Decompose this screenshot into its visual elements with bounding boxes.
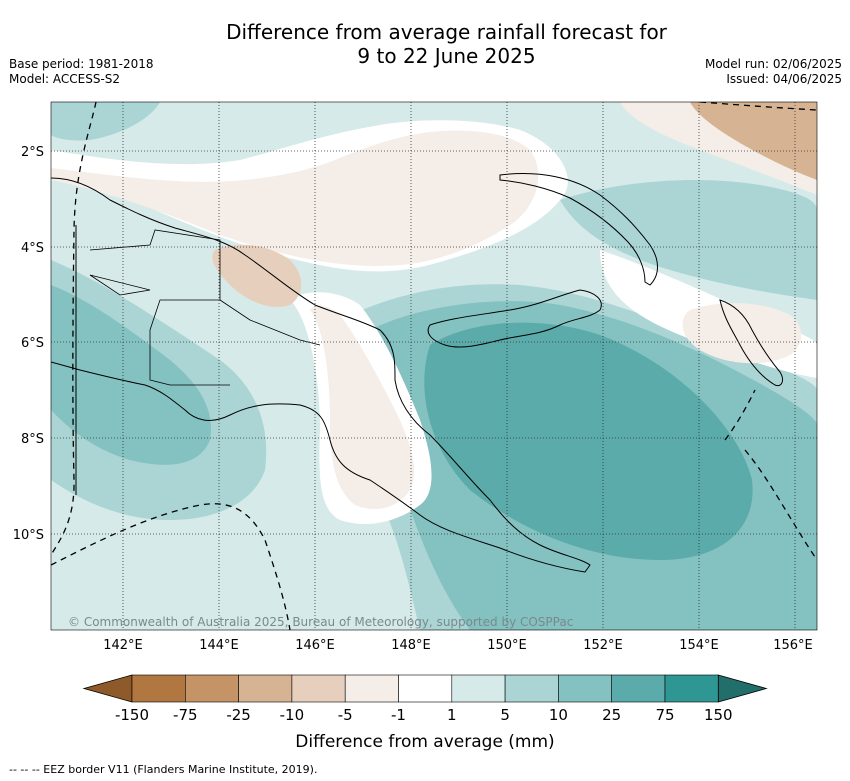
new-guinea-coastline bbox=[51, 177, 591, 573]
colorbar-extend-high bbox=[717, 674, 768, 703]
colorbar-segment bbox=[611, 674, 666, 703]
meta-left: Base period: 1981-2018 Model: ACCESS-S2 bbox=[9, 57, 154, 87]
contour-drier-northeast bbox=[690, 102, 817, 180]
colorbar-segment bbox=[451, 674, 506, 703]
colorbar-tick-label: 25 bbox=[602, 706, 621, 724]
colorbar-segment bbox=[398, 674, 453, 703]
title-line-2: 9 to 22 June 2025 bbox=[357, 44, 536, 68]
copyright-notice: © Commonwealth of Australia 2025, Bureau… bbox=[68, 615, 573, 629]
colorbar-segment bbox=[558, 674, 613, 703]
contour-dry-south bbox=[310, 305, 415, 510]
lon-label-148e: 148°E bbox=[391, 638, 431, 653]
eez-border-southwest bbox=[51, 503, 291, 630]
graticule bbox=[51, 102, 817, 630]
lat-label-6s: 6°S bbox=[21, 336, 44, 351]
lon-label-144e: 144°E bbox=[199, 638, 239, 653]
colorbar-tick-label: -1 bbox=[391, 706, 406, 724]
colorbar-segment bbox=[664, 674, 719, 703]
lon-label-146e: 146°E bbox=[295, 638, 335, 653]
colorbar-extend-low bbox=[82, 674, 133, 703]
contour-5-10-north bbox=[51, 102, 160, 141]
colorbar-tick-label: -10 bbox=[280, 706, 305, 724]
map-area bbox=[51, 102, 817, 630]
contour-dry-north bbox=[51, 130, 539, 266]
contour-5-10-northeast bbox=[560, 180, 817, 300]
colorbar-tick-label: 150 bbox=[704, 706, 733, 724]
issued-date: Issued: 04/06/2025 bbox=[726, 72, 842, 86]
eez-border-west bbox=[51, 102, 97, 556]
colorbar-tick-label: -75 bbox=[173, 706, 198, 724]
eez-border-northeast bbox=[699, 102, 817, 111]
colorbar-tick-label: -5 bbox=[338, 706, 353, 724]
bougainville-coastline bbox=[719, 299, 783, 387]
colorbar-segment bbox=[344, 674, 399, 703]
meta-right: Model run: 02/06/2025 Issued: 04/06/2025 bbox=[705, 57, 842, 87]
contour-dry-east bbox=[682, 303, 802, 364]
province-borders bbox=[89, 229, 321, 386]
lon-label-154e: 154°E bbox=[679, 638, 719, 653]
eez-legend: -- -- -- EEZ border V11 (Flanders Marine… bbox=[9, 763, 318, 776]
lon-label-150e: 150°E bbox=[487, 638, 527, 653]
colorbar: -150 -75 -25 -10 -5 -1 1 5 10 25 75 150 bbox=[82, 674, 768, 724]
lat-label-10s: 10°S bbox=[13, 528, 44, 543]
title-line-1: Difference from average rainfall forecas… bbox=[226, 20, 667, 44]
model-run: Model run: 02/06/2025 bbox=[704, 57, 842, 71]
colorbar-segment bbox=[131, 674, 186, 703]
colorbar-segment bbox=[185, 674, 239, 703]
lat-label-2s: 2°S bbox=[21, 145, 44, 160]
colorbar-title: Difference from average (mm) bbox=[295, 732, 554, 752]
latitude-labels: 2°S 4°S 6°S 8°S 10°S bbox=[13, 145, 44, 543]
lon-label-152e: 152°E bbox=[583, 638, 623, 653]
colorbar-tick-label: -25 bbox=[226, 706, 251, 724]
eez-border-southeast bbox=[724, 389, 817, 561]
map-frame bbox=[50, 101, 818, 631]
map-title: Difference from average rainfall forecas… bbox=[0, 20, 850, 68]
longitude-labels: 142°E 144°E 146°E 148°E 150°E 152°E 154°… bbox=[103, 638, 813, 653]
colorbar-tick-label: 10 bbox=[549, 706, 568, 724]
colorbar-segment bbox=[291, 674, 346, 703]
lon-label-142e: 142°E bbox=[103, 638, 143, 653]
colorbar-tick-label: -150 bbox=[115, 706, 149, 724]
eez-borders bbox=[51, 102, 817, 630]
new-britain-coastline bbox=[427, 289, 602, 348]
colorbar-segment bbox=[504, 674, 559, 703]
lat-label-4s: 4°S bbox=[21, 241, 44, 256]
contour-10-25-west bbox=[51, 285, 211, 465]
model-name: Model: ACCESS-S2 bbox=[9, 72, 121, 86]
contour-drier-north bbox=[212, 244, 302, 308]
base-period: Base period: 1981-2018 bbox=[9, 57, 154, 71]
colorbar-tick-label: 5 bbox=[500, 706, 510, 724]
colorbar-tick-label: 1 bbox=[447, 706, 457, 724]
contour-25-75-core bbox=[424, 322, 753, 560]
colorbar-tick-label: 75 bbox=[655, 706, 674, 724]
new-ireland-coastline bbox=[499, 173, 658, 286]
colorbar-segment bbox=[238, 674, 293, 703]
lat-label-8s: 8°S bbox=[21, 432, 44, 447]
lon-label-156e: 156°E bbox=[773, 638, 813, 653]
